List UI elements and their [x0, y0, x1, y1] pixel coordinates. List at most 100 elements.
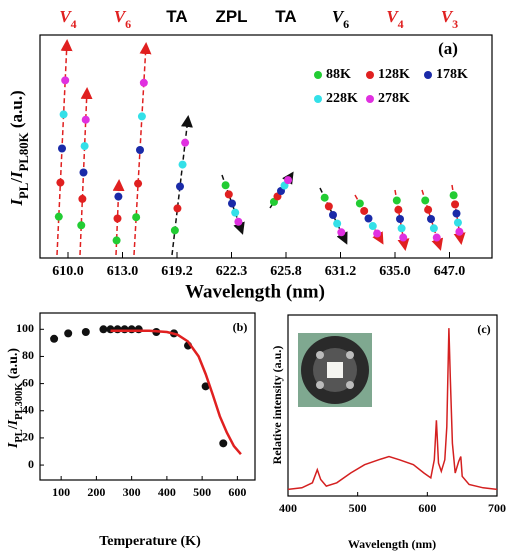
dot — [397, 224, 406, 233]
axis-label: Relative intensity (a.u.) — [270, 346, 284, 465]
panel-label: (c) — [477, 322, 490, 336]
dot — [284, 176, 293, 185]
dot — [61, 76, 70, 85]
legend-label: 278K — [378, 91, 410, 106]
x-tick-label: 631.2 — [325, 264, 357, 279]
dot — [449, 191, 458, 200]
label-part: / — [6, 424, 21, 430]
dot — [114, 192, 123, 201]
dot — [324, 202, 333, 211]
y-tick-label: 40 — [22, 403, 34, 417]
label-part: (a.u.) — [7, 90, 26, 132]
x-tick-label: 610.0 — [52, 264, 84, 279]
y-tick-label: 0 — [28, 457, 34, 471]
legend-marker — [424, 71, 432, 79]
dot — [134, 179, 143, 188]
x-tick-label: 100 — [52, 485, 70, 499]
x-tick-label: 500 — [193, 485, 211, 499]
data-point — [120, 325, 129, 334]
top-label-sub: 6 — [343, 17, 349, 31]
top-label: V3 — [441, 7, 458, 31]
panel-label: (b) — [233, 320, 248, 334]
dot — [181, 138, 190, 147]
dot — [176, 182, 184, 191]
dot — [392, 196, 401, 205]
label-part: Relative intensity (a.u.) — [270, 346, 284, 465]
data-point — [127, 325, 136, 334]
dot — [451, 200, 460, 209]
data-point — [134, 325, 143, 334]
dot — [399, 233, 408, 242]
x-axis-title: Temperature (K) — [99, 534, 201, 549]
x-tick-label: 400 — [279, 501, 297, 515]
x-tick-label: 600 — [228, 485, 246, 499]
legend-marker — [314, 71, 322, 79]
dot — [329, 211, 337, 219]
dot — [394, 205, 403, 214]
panel-label: (a) — [438, 39, 458, 58]
x-tick-label: 619.2 — [161, 264, 193, 279]
dot — [337, 228, 346, 237]
panel-a-frame — [39, 34, 493, 259]
dot — [221, 181, 230, 190]
dot — [136, 146, 144, 154]
dot — [137, 112, 146, 121]
x-tick-label: 300 — [123, 485, 141, 499]
top-label-text: ZPL — [215, 7, 247, 26]
dot — [80, 142, 89, 151]
label-part: (a.u.) — [6, 348, 21, 383]
top-label-text: V — [332, 7, 345, 26]
top-label-text: TA — [166, 7, 187, 26]
data-point — [219, 439, 228, 448]
x-tick-label: 635.0 — [379, 264, 411, 279]
panel-b-frame — [39, 312, 256, 481]
top-label-text: V — [386, 7, 399, 26]
dot — [170, 226, 179, 235]
dot — [81, 115, 90, 124]
dot — [173, 204, 182, 213]
label-part: / — [7, 178, 26, 184]
x-tick-label: 400 — [158, 485, 176, 499]
dot — [452, 209, 461, 218]
top-label: V6 — [332, 7, 349, 31]
dot — [178, 160, 187, 169]
top-label: ZPL — [215, 7, 247, 26]
axis-label: IPL/IPL80K (a.u.) — [7, 90, 31, 206]
legend-label: 228K — [326, 91, 358, 106]
legend-marker — [314, 95, 322, 103]
x-axis-title: Wavelength (nm) — [185, 281, 325, 302]
dot — [54, 212, 63, 221]
x-tick-label: 647.0 — [434, 264, 466, 279]
legend-label: 128K — [378, 67, 410, 82]
dot — [113, 214, 122, 223]
dot — [355, 199, 364, 208]
top-label-sub: 6 — [125, 17, 131, 31]
data-point — [201, 382, 210, 391]
label-part: I — [6, 419, 21, 426]
label-part: I — [7, 170, 26, 179]
dot — [427, 215, 435, 223]
legend-label: 178K — [436, 67, 468, 82]
top-label-sub: 4 — [71, 17, 77, 31]
dot — [364, 214, 373, 223]
dot — [234, 217, 243, 226]
x-tick-label: 200 — [87, 485, 105, 499]
dot — [360, 206, 369, 215]
dot — [396, 215, 404, 223]
legend-marker — [366, 71, 374, 79]
top-label: TA — [166, 7, 187, 26]
dot — [333, 219, 342, 228]
x-tick-label: 622.3 — [216, 264, 248, 279]
label-part: I — [6, 442, 21, 449]
data-point — [106, 325, 115, 334]
dot — [455, 227, 464, 236]
x-tick-label: 613.0 — [107, 264, 139, 279]
dot — [373, 229, 382, 238]
y-tick-label: 60 — [22, 375, 34, 389]
data-point — [64, 329, 73, 338]
label-part: PL — [14, 429, 25, 442]
top-label-sub: 3 — [452, 17, 458, 31]
axis-label: IPL/IPL300K (a.u.) — [6, 348, 25, 450]
label-part: PL80K — [17, 132, 31, 171]
dot — [79, 168, 88, 177]
